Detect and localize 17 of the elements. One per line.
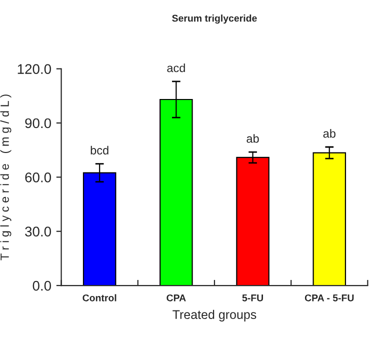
y-tick-label: 90.0 <box>25 118 52 128</box>
y-tick-label: 60.0 <box>25 172 52 182</box>
chart-title: Serum triglyceride <box>172 14 257 24</box>
y-tick-label: 30.0 <box>25 226 52 237</box>
y-tick-label: 0.0 <box>32 280 52 291</box>
annotation: bcd <box>90 146 108 155</box>
x-axis-title: Treated groups <box>172 310 256 322</box>
annotation: ab <box>323 129 336 138</box>
x-tick-label: Control <box>82 294 116 302</box>
bar <box>236 156 270 286</box>
x-tick-label: CPA - 5-FU <box>304 294 354 302</box>
annotation: ab <box>246 134 259 143</box>
x-tick-label: 5-FU <box>242 294 263 302</box>
y-axis-title: T r i g l y c e r i d e ( m g / d L ) <box>0 94 12 260</box>
y-tick-label: 120.0 <box>18 64 52 74</box>
annotation: acd <box>167 63 185 72</box>
x-tick-label: CPA <box>166 294 186 302</box>
